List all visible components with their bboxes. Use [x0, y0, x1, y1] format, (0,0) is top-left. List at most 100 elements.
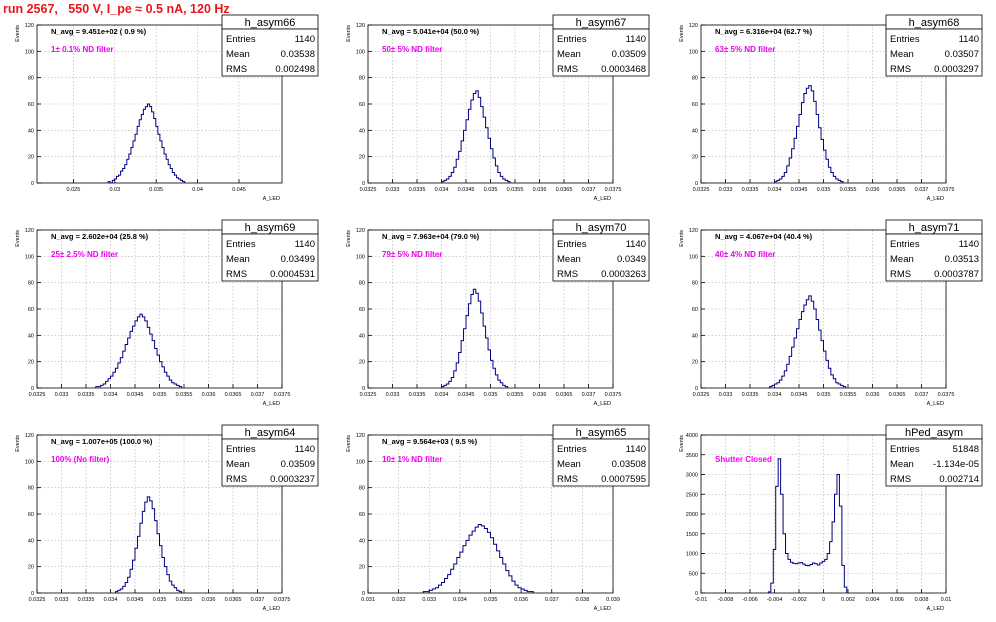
y-tick-label: 120: [356, 433, 365, 439]
stats-box: [885, 438, 983, 487]
x-tick-label: 0.0335: [742, 187, 759, 193]
y-tick-label: 100: [689, 254, 698, 260]
x-tick-label: 0.035: [149, 187, 163, 193]
y-tick-label: 120: [689, 228, 698, 234]
x-tick-label: 0.033: [55, 597, 69, 603]
y-tick-label: 100: [25, 459, 34, 465]
y-tick-label: 80: [359, 486, 365, 492]
stats-value: 1140: [295, 444, 315, 455]
n-avg-label: N_avg = 5.041e+04 (50.0 %): [382, 27, 480, 36]
x-tick-label: 0.033: [719, 187, 733, 193]
y-tick-label: 120: [356, 23, 365, 29]
histogram-bin: [139, 120, 141, 183]
x-tick-label: 0.045: [232, 187, 246, 193]
x-tick-label: 0.0335: [78, 597, 95, 603]
y-tick-label: 0: [362, 181, 365, 187]
y-tick-label: 100: [689, 49, 698, 55]
stats-value: 0.0003237: [270, 474, 315, 485]
x-tick-label: 0.037: [251, 392, 265, 398]
histogram-bin: [481, 526, 484, 593]
histogram-bin: [825, 559, 827, 593]
y-tick-label: 120: [25, 228, 34, 234]
stats-label: Entries: [226, 34, 256, 45]
y-tick-label: 20: [28, 565, 34, 571]
x-tick-label: -0.01: [695, 597, 708, 603]
y-tick-label: 40: [692, 128, 698, 134]
histogram-bin: [471, 100, 473, 183]
histogram-bin: [460, 552, 463, 593]
histogram-bin: [150, 107, 152, 183]
y-axis-label: Events: [15, 230, 21, 247]
y-tick-label: 120: [25, 23, 34, 29]
x-tick-label: 0.0335: [78, 392, 95, 398]
stats-value: 0.03538: [281, 49, 315, 60]
x-tick-label: 0.035: [484, 392, 498, 398]
x-tick-label: 0.033: [386, 187, 400, 193]
y-tick-label: 100: [356, 254, 365, 260]
stats-label: Entries: [557, 34, 587, 45]
x-tick-label: 0.0325: [693, 187, 710, 193]
histogram-bin: [481, 107, 483, 183]
x-tick-label: 0: [822, 597, 825, 603]
y-tick-label: 3000: [686, 473, 698, 479]
histogram-bin: [811, 301, 813, 388]
filter-label: Shutter Closed: [715, 455, 772, 464]
x-tick-label: 0.0345: [791, 187, 808, 193]
histogram-bin: [803, 564, 805, 593]
x-tick-label: 0.0355: [507, 187, 524, 193]
y-tick-label: 120: [25, 433, 34, 439]
stats-box: [885, 28, 983, 77]
histogram-name: h_asym69: [245, 222, 296, 234]
x-tick-label: 0.0335: [409, 187, 426, 193]
x-tick-label: -0.002: [791, 597, 807, 603]
y-tick-label: 60: [692, 102, 698, 108]
x-tick-label: 0.033: [719, 392, 733, 398]
x-tick-label: 0.0325: [29, 597, 46, 603]
n-avg-label: N_avg = 1.007e+05 (100.0 %): [51, 437, 153, 446]
y-tick-label: 40: [28, 538, 34, 544]
x-tick-label: 0.036: [202, 597, 216, 603]
x-tick-label: 0.0375: [274, 392, 291, 398]
x-tick-label: 0.035: [817, 392, 831, 398]
histogram-bin: [798, 563, 800, 593]
histogram-name: h_asym67: [576, 17, 627, 29]
histogram-bin: [135, 134, 137, 183]
x-tick-label: 0.0335: [409, 392, 426, 398]
x-axis-label: A_LED: [927, 401, 944, 407]
x-tick-label: 0.034: [435, 392, 449, 398]
stats-value: 0.0007595: [601, 474, 646, 485]
stats-label: RMS: [226, 64, 247, 75]
stats-value: 0.03509: [612, 49, 646, 60]
y-tick-label: 20: [359, 360, 365, 366]
histogram-panel-h_asym64: 0.0325 0.033 0.0335 0.034 0.0345 0.035 0.0355 0…: [15, 424, 319, 612]
stats-value: 0.03499: [281, 254, 315, 265]
stats-value: 0.03509: [281, 459, 315, 470]
histogram-bin: [135, 321, 137, 388]
y-tick-label: 40: [359, 128, 365, 134]
x-tick-label: 0.034: [768, 392, 782, 398]
x-tick-label: 0.032: [392, 597, 406, 603]
stats-value: 0.0003468: [601, 64, 646, 75]
histogram-name: hPed_asym: [905, 427, 963, 439]
histogram-bin: [128, 338, 130, 388]
x-tick-label: -0.008: [718, 597, 734, 603]
y-tick-label: 80: [692, 281, 698, 287]
x-tick-label: 0.037: [545, 597, 559, 603]
x-tick-label: 0.0325: [360, 187, 377, 193]
filter-label: 1± 0.1% ND filter: [51, 45, 114, 54]
x-tick-label: 0.0355: [176, 597, 193, 603]
x-tick-label: 0.036: [533, 392, 547, 398]
stats-box: [221, 28, 319, 77]
x-tick-label: -0.004: [767, 597, 783, 603]
histogram-bin: [473, 93, 475, 183]
histogram-panel-h_asym71: 0.0325 0.033 0.0335 0.034 0.0345 0.035 0.0355 0…: [679, 219, 983, 407]
stats-box: [221, 233, 319, 282]
stats-label: RMS: [557, 64, 578, 75]
stats-label: Mean: [890, 49, 914, 60]
histogram-bin: [140, 314, 142, 388]
histogram-name: h_asym64: [245, 427, 296, 439]
x-tick-label: 0.0325: [360, 392, 377, 398]
x-tick-label: 0.038: [575, 597, 589, 603]
stats-box: [552, 233, 650, 282]
